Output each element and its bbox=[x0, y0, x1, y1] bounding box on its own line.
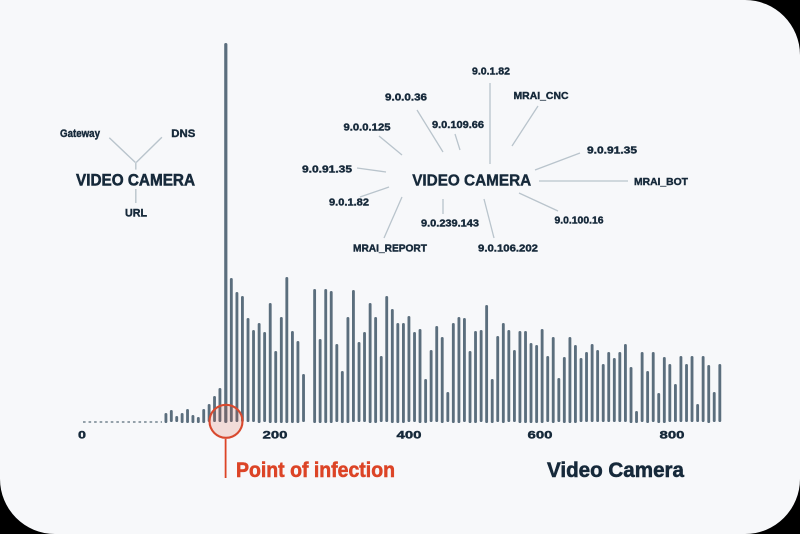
svg-text:400: 400 bbox=[397, 430, 422, 442]
svg-text:9.0.0.36: 9.0.0.36 bbox=[385, 93, 427, 104]
svg-text:600: 600 bbox=[528, 430, 553, 442]
svg-text:Gateway: Gateway bbox=[60, 128, 101, 140]
svg-text:DNS: DNS bbox=[171, 128, 195, 140]
svg-text:MRAI_REPORT: MRAI_REPORT bbox=[353, 244, 427, 255]
svg-text:URL: URL bbox=[125, 208, 147, 220]
svg-text:VIDEO CAMERA: VIDEO CAMERA bbox=[412, 172, 531, 189]
svg-text:800: 800 bbox=[660, 430, 685, 442]
svg-text:9.0.109.66: 9.0.109.66 bbox=[432, 120, 484, 131]
svg-text:9.0.239.143: 9.0.239.143 bbox=[421, 219, 479, 230]
svg-text:Point of infection: Point of infection bbox=[236, 459, 395, 482]
svg-text:MRAI_CNC: MRAI_CNC bbox=[514, 91, 569, 102]
svg-text:0: 0 bbox=[78, 430, 86, 442]
svg-text:9.0.91.35: 9.0.91.35 bbox=[302, 165, 353, 176]
svg-text:9.0.1.82: 9.0.1.82 bbox=[472, 67, 510, 78]
svg-text:MRAI_BOT: MRAI_BOT bbox=[634, 177, 688, 188]
svg-text:200: 200 bbox=[263, 430, 288, 442]
svg-text:9.0.0.125: 9.0.0.125 bbox=[344, 123, 391, 134]
svg-text:9.0.91.35: 9.0.91.35 bbox=[587, 146, 638, 157]
svg-text:Video Camera: Video Camera bbox=[547, 459, 684, 482]
svg-text:9.0.106.202: 9.0.106.202 bbox=[478, 244, 538, 255]
svg-text:VIDEO CAMERA: VIDEO CAMERA bbox=[76, 170, 195, 189]
svg-text:9.0.1.82: 9.0.1.82 bbox=[329, 198, 369, 209]
svg-text:9.0.100.16: 9.0.100.16 bbox=[555, 216, 604, 227]
